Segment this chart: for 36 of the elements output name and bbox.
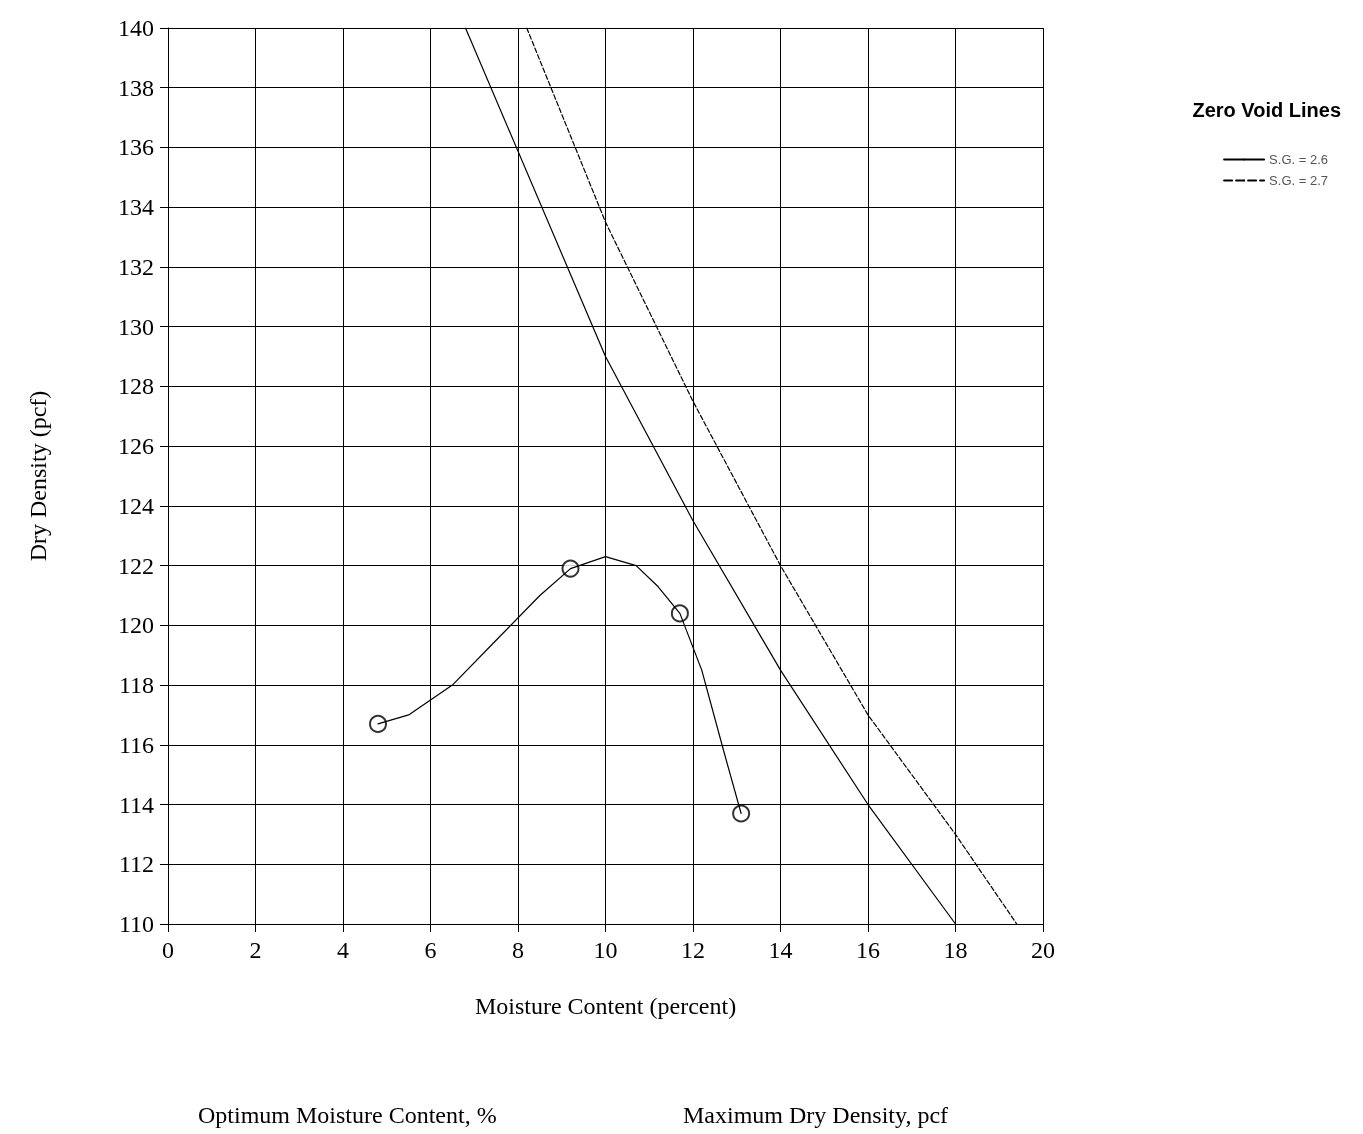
- y-tick-label: 136: [118, 134, 154, 161]
- y-tick-label: 116: [118, 731, 154, 758]
- y-axis-title: Dry Density (pcf): [25, 390, 51, 562]
- y-tick-label: 124: [118, 492, 154, 519]
- y-tick-label: 112: [118, 851, 154, 878]
- point: [369, 714, 387, 733]
- text: Maximum Dry Density, pcf: [683, 1102, 949, 1128]
- y-tick-label: 114: [118, 791, 154, 818]
- point: [732, 804, 751, 823]
- text: Optimum Moisture Content, %: [198, 1102, 497, 1128]
- x-tick-label: 18: [943, 937, 968, 963]
- x-tick-label: 14: [768, 937, 793, 963]
- y-tick-label: 122: [118, 552, 154, 579]
- y-tick-label: 134: [118, 194, 154, 221]
- x-tick-label: 10: [593, 937, 618, 963]
- x-axis-title: Moisture Content (percent): [474, 993, 737, 1019]
- y-tick-label: 126: [118, 433, 154, 460]
- y-tick-label: 128: [118, 373, 154, 400]
- x-tick-label: 4: [337, 937, 349, 963]
- x-tick-label: 8: [512, 937, 524, 963]
- x-tick-label: 6: [424, 937, 437, 963]
- x-tick-label: 0: [162, 937, 174, 963]
- legend-title: Zero Void Lines: [1192, 99, 1342, 121]
- x-tick-label: 2: [249, 937, 262, 963]
- y-tick-label: 120: [118, 612, 154, 639]
- x-tick-label: 16: [856, 937, 880, 963]
- y-tick-label: 138: [118, 74, 154, 101]
- x-tick-label: 20: [1031, 937, 1055, 963]
- y-tick-label: 132: [118, 253, 154, 280]
- y-tick-label: 130: [118, 313, 154, 340]
- y-tick-label: 110: [118, 911, 154, 937]
- y-tick-label: 140: [118, 15, 154, 41]
- legend-label: S.G. = 2.7: [1269, 173, 1329, 188]
- x-tick-label: 12: [681, 937, 705, 963]
- y-tick-label: 118: [118, 672, 154, 699]
- legend-label: S.G. = 2.6: [1269, 152, 1329, 167]
